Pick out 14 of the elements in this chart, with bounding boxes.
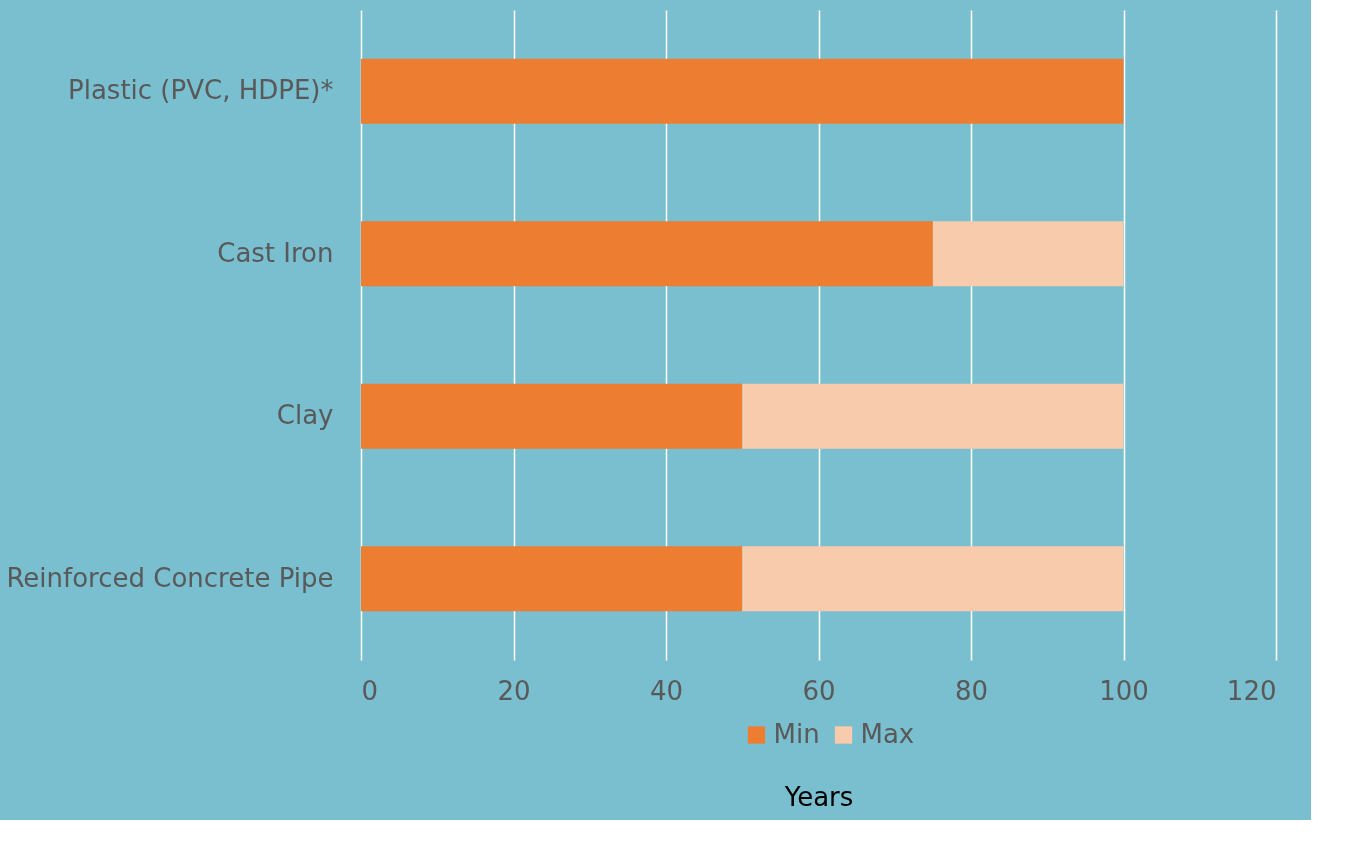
x-tick-label: 120 xyxy=(1226,675,1277,706)
y-tick-label: Reinforced Concrete Pipe xyxy=(6,562,334,593)
x-axis-title: Years xyxy=(783,781,854,812)
legend-label: Max xyxy=(860,719,915,749)
x-tick-label: 80 xyxy=(954,675,989,706)
y-tick-label: Plastic (PVC, HDPE)* xyxy=(68,75,334,106)
y-tick-label: Cast Iron xyxy=(217,237,334,268)
x-tick-label: 0 xyxy=(361,675,379,706)
x-tick-label: 40 xyxy=(649,675,684,706)
legend-label: Min xyxy=(773,719,820,749)
x-tick-label: 100 xyxy=(1099,675,1149,706)
y-tick-label: Clay xyxy=(276,400,334,431)
x-tick-label: 20 xyxy=(497,675,531,706)
x-tick-label: 60 xyxy=(802,675,836,706)
